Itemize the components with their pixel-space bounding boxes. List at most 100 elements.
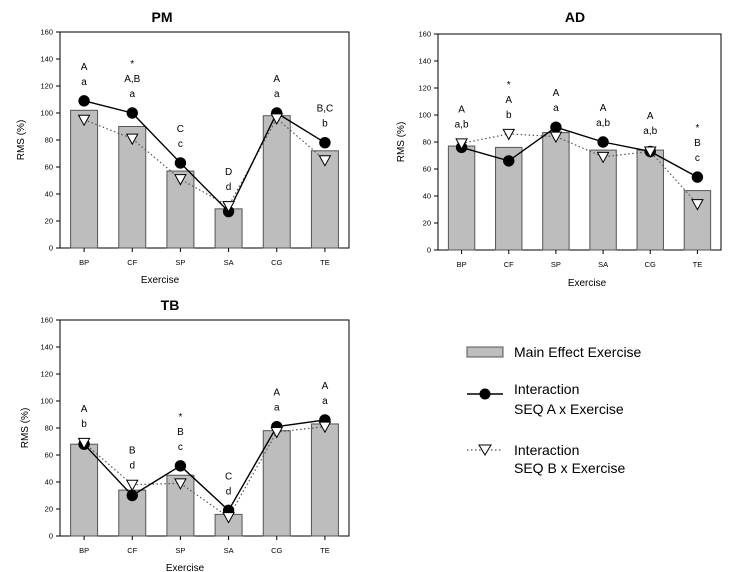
bar-pm-cg: [262, 115, 291, 249]
line-seqb-ad: [461, 133, 698, 205]
panel-pm: PM RMS (%) Exercise 0 20 40 60 80 100 120 140 16…: [16, 9, 350, 286]
legend-label-seqb-line2: SEQ B x Exercise: [514, 460, 625, 476]
annotation-tb-sp: c: [178, 442, 183, 453]
annotation-pm-cg: A: [273, 74, 280, 85]
x-tick-label-pm-sp: SP: [175, 258, 185, 267]
x-tick-label-ad-bp: BP: [457, 260, 467, 269]
annotation-ad-te: *: [695, 123, 699, 134]
bar-ad-bp: [447, 145, 476, 251]
y-tick-label-tb: 80: [45, 424, 53, 433]
annotation-ad-sa: a,b: [596, 118, 610, 129]
x-tick-label-ad-sp: SP: [551, 260, 561, 269]
annotation-ad-cf: b: [506, 110, 512, 121]
annotation-tb-sa: d: [226, 486, 232, 497]
annotation-pm-bp: a: [81, 77, 87, 88]
point-seqa-pm-te: [319, 137, 331, 149]
point-seqb-ad-bp: [455, 138, 468, 150]
chart-title-pm: PM: [152, 9, 173, 25]
x-tick-label-tb-cg: CG: [271, 546, 282, 555]
y-tick-label-pm: 140: [40, 55, 53, 64]
plot-frame-tb: [59, 319, 350, 537]
annotation-pm-sa: D: [225, 167, 232, 178]
x-tick-label-tb-te: TE: [320, 546, 330, 555]
annotation-ad-sp: a: [553, 103, 559, 114]
x-tick-label-ad-cg: CG: [645, 260, 656, 269]
point-seqb-ad-te: [691, 199, 704, 211]
x-tick-label-pm-te: TE: [320, 258, 330, 267]
bar-ad-sp: [542, 132, 570, 251]
point-seqa-tb-sp: [174, 460, 187, 472]
x-axis-label-tb: Exercise: [166, 563, 205, 572]
x-axis-label-ad: Exercise: [568, 278, 607, 289]
y-tick-label-pm: 100: [40, 109, 53, 118]
x-tick-label-ad-te: TE: [693, 260, 703, 269]
y-tick-label-ad: 120: [418, 84, 431, 93]
line-seqa-ad: [461, 126, 698, 178]
x-tick-label-ad-cf: CF: [504, 260, 514, 269]
legend-label-seqa-line2: SEQ A x Exercise: [514, 401, 624, 417]
y-tick-label-pm: 40: [45, 190, 53, 199]
legend-label-seqb-line1: Interaction: [514, 442, 579, 458]
panel-tb: TB RMS (%) Exercise 0 20 40 60 80 100 120 140 16…: [20, 297, 350, 572]
annotation-pm-bp: A: [81, 62, 88, 73]
point-seqa-pm-bp: [78, 95, 90, 107]
annotation-tb-bp: A: [81, 404, 88, 415]
y-tick-label-ad: 80: [423, 138, 431, 147]
annotation-pm-cf: a: [129, 89, 135, 100]
annotation-ad-te: c: [695, 153, 700, 164]
x-tick-label-tb-sp: SP: [175, 546, 185, 555]
legend-swatch-bar: [466, 346, 504, 358]
y-axis-label-ad: RMS (%): [396, 122, 407, 163]
point-seqb-tb-te: [318, 421, 332, 434]
y-tick-label-tb: 60: [45, 451, 53, 460]
annotation-tb-cg: A: [273, 388, 280, 399]
plot-frame-pm: [59, 31, 350, 249]
annotation-ad-cg: a,b: [643, 126, 657, 137]
annotation-tb-sp: B: [177, 427, 184, 438]
point-seqb-ad-sp: [549, 131, 563, 144]
point-seqb-ad-cg: [643, 146, 657, 158]
annotation-ad-te: B: [694, 138, 701, 149]
x-tick-label-tb-sa: SA: [224, 546, 234, 555]
y-tick-label-pm: 120: [40, 82, 53, 91]
annotation-ad-sa: A: [600, 103, 607, 114]
line-seqb-pm: [83, 117, 326, 207]
point-seqa-pm-sp: [174, 157, 187, 169]
annotation-tb-cf: B: [129, 446, 136, 457]
legend: Main Effect Exercise Interaction SEQ A x…: [466, 344, 642, 476]
point-seqa-ad-cf: [503, 155, 515, 167]
annotation-tb-sp: *: [178, 412, 182, 423]
annotation-ad-bp: a,b: [455, 119, 469, 130]
annotation-tb-cf: d: [129, 461, 135, 472]
point-seqb-tb-cg: [270, 427, 284, 439]
y-tick-label-ad: 60: [423, 165, 431, 174]
bar-ad-sa: [589, 149, 617, 251]
annotation-ad-cf: *: [507, 80, 511, 91]
x-tick-label-pm-cg: CG: [271, 258, 282, 267]
point-seqb-pm-sp: [174, 174, 187, 186]
line-seqa-pm: [83, 100, 326, 213]
point-seqa-ad-sp: [550, 121, 562, 133]
annotation-pm-sp: C: [177, 124, 184, 135]
annotation-pm-te: b: [322, 119, 328, 130]
point-seqb-pm-sa: [222, 201, 235, 213]
legend-label-bar: Main Effect Exercise: [514, 344, 642, 360]
x-tick-label-pm-cf: CF: [127, 258, 137, 267]
point-seqa-tb-cf: [126, 489, 138, 502]
y-tick-label-ad: 160: [418, 30, 431, 39]
x-tick-label-ad-sa: SA: [598, 260, 608, 269]
y-tick-label-ad: 0: [427, 246, 431, 255]
annotation-ad-sp: A: [553, 88, 560, 99]
chart-title-ad: AD: [565, 9, 585, 25]
point-seqb-pm-te: [318, 155, 332, 167]
annotation-pm-sp: c: [178, 139, 183, 150]
point-seqa-ad-te: [691, 171, 704, 183]
y-tick-label-pm: 160: [40, 28, 53, 37]
annotation-ad-cf: A: [505, 95, 512, 106]
y-tick-label-tb: 20: [45, 505, 53, 514]
bar-pm-bp: [70, 109, 99, 249]
y-tick-label-ad: 140: [418, 57, 431, 66]
panel-ad: AD RMS (%) Exercise 0 20 40 60 80 100 120 140 16…: [396, 9, 722, 289]
bar-ad-cg: [636, 149, 664, 251]
